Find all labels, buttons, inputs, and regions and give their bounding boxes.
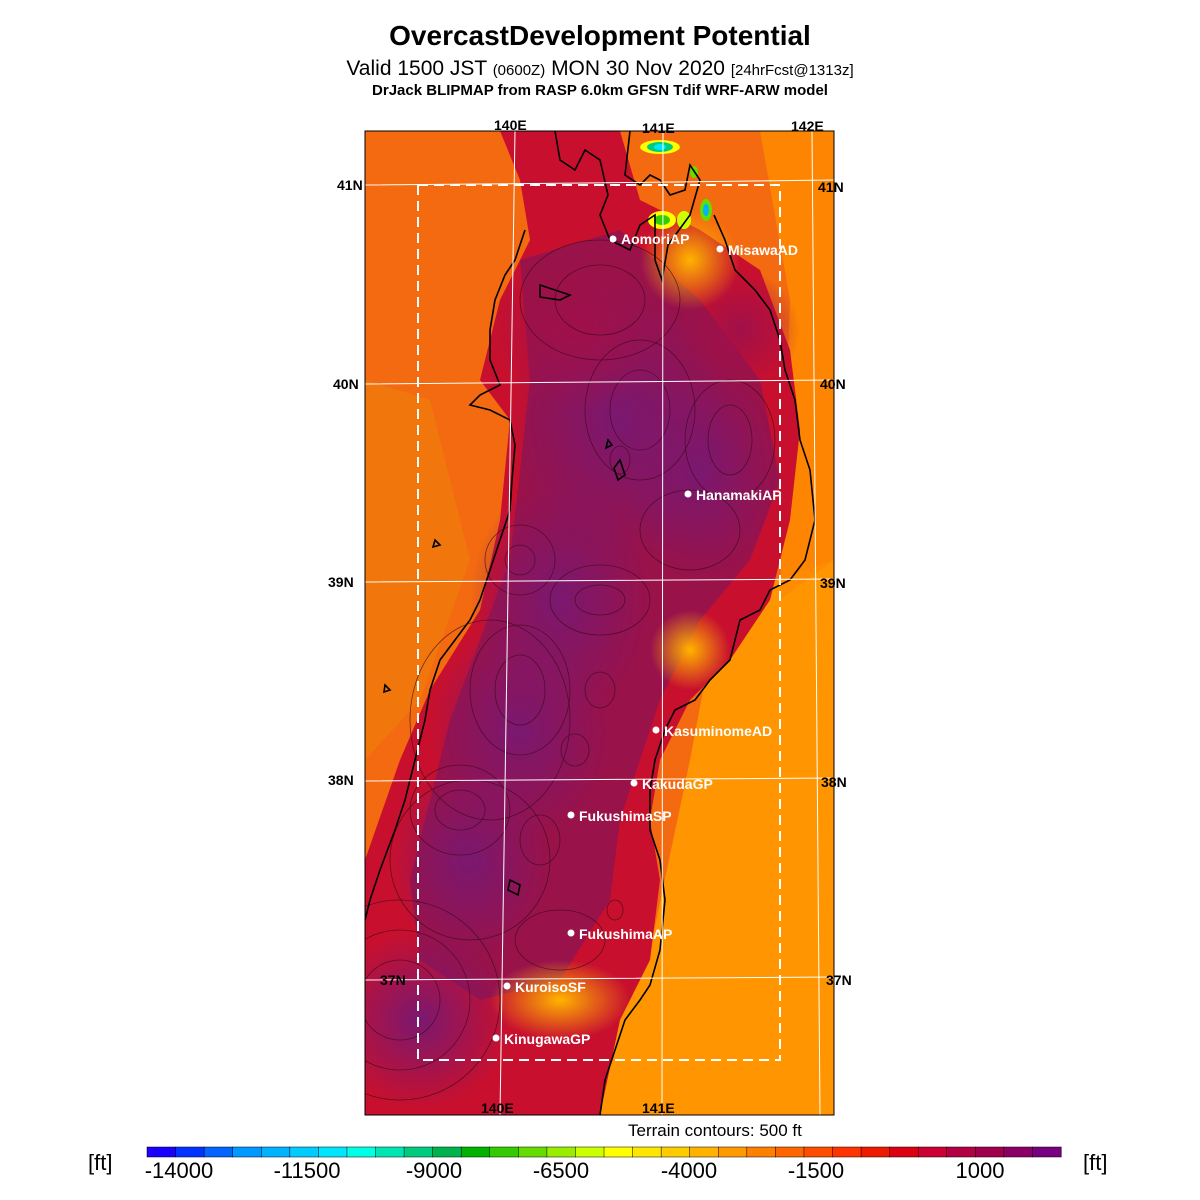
valid-date: MON 30 Nov 2020 — [551, 57, 725, 80]
colorbar-swatch — [146, 1146, 177, 1158]
lon-label-bottom-140: 140E — [481, 1100, 514, 1116]
map-frame — [364, 130, 835, 1116]
model-info: DrJack BLIPMAP from RASP 6.0km GFSN Tdif… — [372, 82, 828, 99]
colorbar-tick: -6500 — [532, 1158, 590, 1183]
lat-label-right-39: 39N — [820, 575, 846, 591]
station-label-kasuminome[interactable]: KasuminomeAD — [664, 723, 772, 739]
lat-label-left-39: 39N — [328, 574, 354, 590]
colorbar-swatch — [860, 1146, 891, 1158]
colorbar-unit-right: [ft] — [1083, 1150, 1108, 1175]
colorbar-swatch — [917, 1146, 948, 1158]
station-label-kuroiso[interactable]: KuroisoSF — [515, 979, 586, 995]
station-marker-aomori[interactable] — [609, 235, 617, 243]
station-marker-fukushima-ap[interactable] — [567, 929, 575, 937]
lon-label-top-142: 142E — [791, 118, 824, 134]
grid-labels: 140E 141E 142E 140E 141E 41N 41N 40N 40N… — [328, 117, 852, 1116]
colorbar-swatch — [489, 1146, 519, 1158]
colorbar-unit-left: [ft] — [88, 1150, 113, 1175]
map-title: OvercastDevelopment Potential — [389, 20, 811, 51]
colorbar-swatch — [546, 1146, 576, 1158]
station-label-misawa[interactable]: MisawaAD — [728, 242, 798, 258]
colorbar-swatch — [889, 1146, 919, 1158]
colorbar-swatch — [718, 1146, 748, 1158]
colorbar-swatch — [375, 1146, 405, 1158]
lat-label-right-41: 41N — [818, 179, 844, 195]
colorbar-tick: -4000 — [660, 1158, 718, 1183]
station-label-kakuda[interactable]: KakudaGP — [642, 776, 713, 792]
station-label-fukushima-ap[interactable]: FukushimaAP — [579, 926, 672, 942]
colorbar-swatch — [203, 1146, 234, 1158]
colorbar-swatch — [318, 1146, 348, 1158]
lat-label-left-40: 40N — [333, 376, 359, 392]
colorbar-swatch — [575, 1146, 605, 1158]
stations: AomoriAP MisawaAD HanamakiAP KasuminomeA… — [492, 231, 798, 1047]
colorbar-tick: 1000 — [955, 1158, 1005, 1183]
valid-time-line: Valid 1500 JST (0600Z) MON 30 Nov 2020 [… — [0, 57, 1200, 81]
colorbar — [146, 1146, 1062, 1158]
colorbar-swatch — [946, 1146, 976, 1158]
colorbar-swatch — [603, 1146, 634, 1158]
colorbar-swatch — [775, 1146, 805, 1158]
colorbar-swatch — [803, 1146, 834, 1158]
station-marker-kasuminome[interactable] — [652, 726, 660, 734]
forecast-info: [24hrFcst@1313z] — [730, 62, 854, 79]
colorbar-swatch — [346, 1146, 377, 1158]
map-field — [365, 131, 834, 1115]
lon-label-top-140: 140E — [494, 117, 527, 133]
station-marker-misawa[interactable] — [716, 245, 724, 253]
lat-label-left-37: 37N — [380, 972, 406, 988]
coastline — [365, 131, 816, 1115]
colorbar-swatch — [1032, 1146, 1062, 1158]
valid-zulu: (0600Z) — [492, 62, 546, 79]
station-marker-kuroiso[interactable] — [503, 982, 511, 990]
colorbar-swatch — [1003, 1146, 1033, 1158]
colorbar-swatch — [689, 1146, 719, 1158]
station-label-aomori[interactable]: AomoriAP — [621, 231, 689, 247]
colorbar-swatch — [832, 1146, 862, 1158]
station-marker-kakuda[interactable] — [630, 779, 638, 787]
lat-label-right-37: 37N — [826, 972, 852, 988]
station-label-kinugawa[interactable]: KinugawaGP — [504, 1031, 590, 1047]
colorbar-tick: -1500 — [787, 1158, 845, 1183]
domain-box — [417, 184, 781, 1061]
colorbar-swatch — [460, 1146, 491, 1158]
colorbar-tick: -11500 — [273, 1158, 341, 1183]
colorbar-swatch — [975, 1146, 1005, 1158]
lat-label-right-38: 38N — [821, 774, 847, 790]
colorbar-tick: -9000 — [405, 1158, 463, 1183]
lat-label-left-41: 41N — [337, 177, 363, 193]
colorbar-swatch — [632, 1146, 662, 1158]
terrain-contour-note: Terrain contours: 500 ft — [628, 1121, 802, 1140]
colorbar-swatch — [660, 1146, 691, 1158]
colorbar-swatch — [232, 1146, 262, 1158]
colorbar-swatch — [403, 1146, 434, 1158]
colorbar-swatch — [289, 1146, 319, 1158]
valid-time: Valid 1500 JST — [346, 57, 487, 80]
colorbar-swatch — [175, 1146, 205, 1158]
lon-label-bottom-141: 141E — [642, 1100, 675, 1116]
colorbar-swatch — [432, 1146, 462, 1158]
station-marker-hanamaki[interactable] — [684, 490, 692, 498]
colorbar-swatch — [261, 1146, 291, 1158]
lat-label-left-38: 38N — [328, 772, 354, 788]
colorbar-tick: -14000 — [144, 1158, 214, 1183]
station-marker-fukushima-sp[interactable] — [567, 811, 575, 819]
station-label-fukushima-sp[interactable]: FukushimaSP — [579, 808, 672, 824]
colorbar-swatch — [518, 1146, 548, 1158]
station-label-hanamaki[interactable]: HanamakiAP — [696, 487, 782, 503]
station-marker-kinugawa[interactable] — [492, 1034, 500, 1042]
colorbar-swatch — [746, 1146, 776, 1158]
lon-label-top-141: 141E — [642, 120, 675, 136]
lat-label-right-40: 40N — [820, 376, 846, 392]
